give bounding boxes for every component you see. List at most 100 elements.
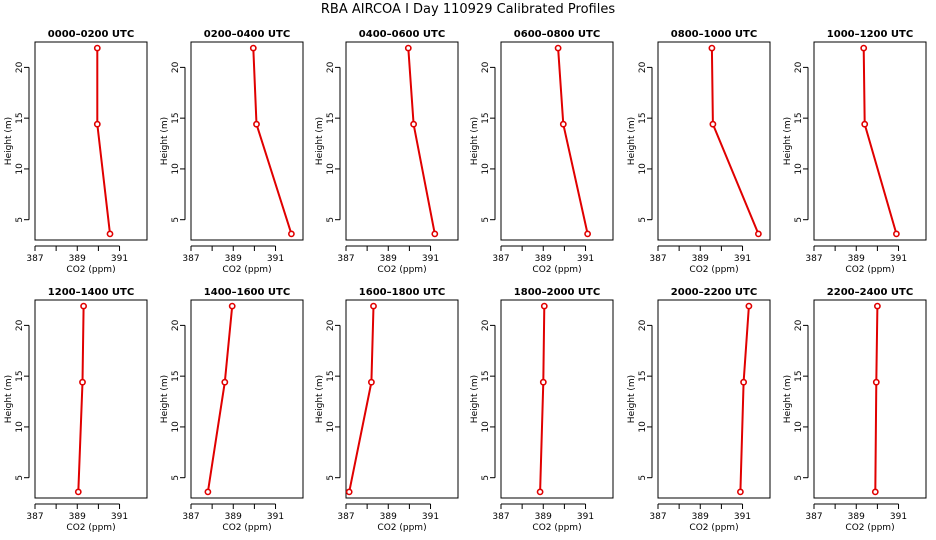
data-point (860, 44, 868, 52)
y-tick-label: 5 (171, 217, 181, 223)
x-tick-label: 391 (577, 512, 594, 522)
y-tick-label: 5 (481, 217, 491, 223)
y-axis: 5 10 15 20 Height (m) (783, 61, 809, 223)
panel-title: 1200–1400 UTC (48, 287, 134, 298)
profile-line (862, 48, 898, 235)
y-tick-label: 15 (481, 112, 491, 123)
x-tick-label: 391 (422, 512, 439, 522)
data-point (431, 230, 439, 238)
x-axis-label: CO2 (ppm) (845, 523, 894, 533)
y-axis: 5 10 15 20 Height (m) (315, 61, 341, 223)
y-tick-label: 10 (481, 163, 491, 175)
y-axis-label: Height (m) (470, 375, 480, 423)
x-tick-label: 391 (890, 254, 907, 264)
plot-frame (345, 41, 459, 241)
y-axis: 5 10 15 20 Height (m) (4, 61, 30, 223)
x-tick-label: 387 (337, 254, 354, 264)
profile-line (739, 306, 750, 492)
x-tick-label: 389 (692, 254, 709, 264)
y-axis-label: Height (m) (160, 375, 170, 423)
x-tick-label: 389 (225, 254, 242, 264)
data-point (554, 44, 562, 52)
x-tick-label: 387 (337, 512, 354, 522)
x-tick-label: 389 (225, 512, 242, 522)
y-tick-label: 15 (171, 112, 181, 123)
plot-frame (190, 41, 304, 241)
profile-line (348, 306, 375, 493)
panel-title: 2000–2200 UTC (671, 287, 757, 298)
x-tick-label: 391 (267, 512, 284, 522)
profile-line (96, 48, 111, 235)
data-point (539, 378, 547, 386)
data-point (709, 120, 717, 128)
plot-frame (813, 299, 927, 499)
y-tick-label: 20 (171, 319, 181, 331)
y-tick-label: 15 (638, 112, 648, 123)
y-tick-label: 10 (15, 163, 25, 175)
data-point (536, 488, 544, 496)
y-axis: 5 10 15 20 Height (m) (470, 61, 496, 223)
plot-frame (657, 41, 771, 241)
data-point (559, 120, 567, 128)
x-axis-label: CO2 (ppm) (532, 523, 581, 533)
data-point (204, 488, 212, 496)
y-axis: 5 10 15 20 Height (m) (4, 319, 30, 481)
data-point (404, 44, 412, 52)
y-axis-label: Height (m) (4, 375, 14, 423)
data-point (755, 230, 762, 238)
y-tick-label: 10 (326, 163, 336, 175)
x-tick-label: 391 (267, 254, 284, 264)
y-tick-label: 20 (326, 319, 336, 331)
data-point (745, 302, 753, 310)
y-axis-label: Height (m) (627, 117, 637, 165)
x-tick-label: 391 (890, 512, 907, 522)
x-axis-label: CO2 (ppm) (222, 523, 271, 533)
y-axis-label: Height (m) (315, 117, 325, 165)
y-tick-label: 10 (481, 421, 491, 433)
profile-line (874, 306, 879, 492)
x-tick-label: 387 (182, 254, 199, 264)
data-point (708, 44, 716, 52)
x-tick-label: 387 (805, 512, 822, 522)
y-axis-label: Height (m) (783, 117, 793, 165)
y-tick-label: 15 (326, 370, 336, 381)
x-tick-label: 391 (422, 254, 439, 264)
x-tick-label: 387 (649, 254, 666, 264)
y-axis-label: Height (m) (315, 375, 325, 423)
y-tick-label: 15 (794, 370, 804, 381)
profile-line (407, 48, 436, 235)
y-tick-label: 10 (171, 163, 181, 175)
y-tick-label: 20 (15, 61, 25, 73)
x-tick-label: 387 (182, 512, 199, 522)
y-axis-label: Height (m) (783, 375, 793, 423)
data-point (106, 230, 114, 238)
plot-frame (500, 41, 614, 241)
y-tick-label: 5 (15, 217, 25, 223)
y-tick-label: 15 (481, 370, 491, 381)
panel-title: 1000–1200 UTC (827, 29, 913, 40)
y-tick-label: 10 (638, 163, 648, 175)
figure-title: RBA AIRCOA I Day 110929 Calibrated Profi… (321, 2, 615, 17)
x-tick-label: 391 (734, 254, 751, 264)
data-point (228, 302, 236, 310)
data-point (221, 378, 229, 386)
y-tick-label: 5 (171, 475, 181, 481)
panel-title: 1800–2000 UTC (514, 287, 600, 298)
y-tick-label: 5 (638, 217, 648, 223)
data-point (249, 44, 257, 52)
plot-frame (34, 41, 148, 241)
y-axis: 5 10 15 20 Height (m) (160, 319, 186, 481)
y-axis-label: Height (m) (160, 117, 170, 165)
y-tick-label: 20 (794, 319, 804, 331)
data-point (893, 230, 900, 238)
